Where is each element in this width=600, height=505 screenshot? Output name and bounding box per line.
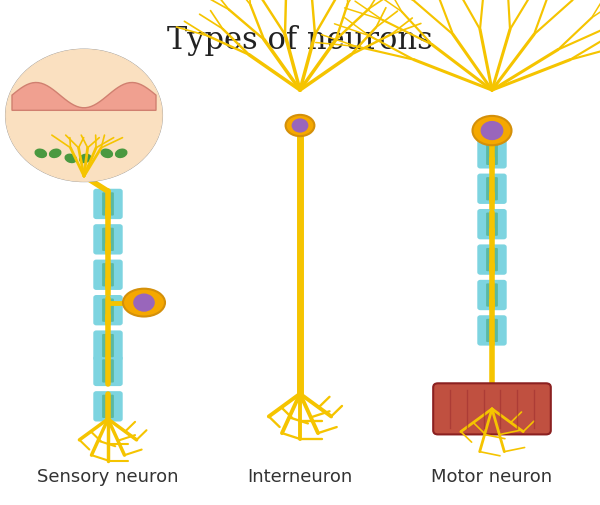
Ellipse shape xyxy=(115,149,128,159)
FancyBboxPatch shape xyxy=(486,178,498,201)
Ellipse shape xyxy=(79,154,92,164)
FancyBboxPatch shape xyxy=(102,395,114,418)
FancyBboxPatch shape xyxy=(478,280,507,311)
Ellipse shape xyxy=(473,117,511,146)
Ellipse shape xyxy=(34,149,47,159)
Polygon shape xyxy=(12,83,156,111)
Ellipse shape xyxy=(49,149,62,159)
Text: Sensory neuron: Sensory neuron xyxy=(37,467,179,485)
FancyBboxPatch shape xyxy=(486,213,498,236)
FancyBboxPatch shape xyxy=(486,284,498,307)
FancyBboxPatch shape xyxy=(486,142,498,166)
Text: Interneuron: Interneuron xyxy=(247,467,353,485)
FancyBboxPatch shape xyxy=(102,299,114,322)
Circle shape xyxy=(292,119,308,133)
Text: Types of neurons: Types of neurons xyxy=(167,25,433,56)
FancyBboxPatch shape xyxy=(102,193,114,216)
Polygon shape xyxy=(6,50,162,182)
FancyBboxPatch shape xyxy=(94,331,123,361)
FancyBboxPatch shape xyxy=(478,174,507,205)
FancyBboxPatch shape xyxy=(102,360,114,383)
FancyBboxPatch shape xyxy=(102,334,114,358)
Circle shape xyxy=(6,50,162,182)
Ellipse shape xyxy=(64,154,77,164)
FancyBboxPatch shape xyxy=(94,189,123,220)
FancyBboxPatch shape xyxy=(478,139,507,169)
FancyBboxPatch shape xyxy=(486,248,498,272)
FancyBboxPatch shape xyxy=(433,384,551,434)
FancyBboxPatch shape xyxy=(478,245,507,275)
FancyBboxPatch shape xyxy=(486,319,498,342)
Text: Motor neuron: Motor neuron xyxy=(431,467,553,485)
FancyBboxPatch shape xyxy=(94,225,123,255)
FancyBboxPatch shape xyxy=(102,228,114,251)
FancyBboxPatch shape xyxy=(94,260,123,290)
FancyBboxPatch shape xyxy=(478,316,507,346)
Circle shape xyxy=(133,294,155,312)
Ellipse shape xyxy=(100,149,113,159)
FancyBboxPatch shape xyxy=(94,356,123,386)
Ellipse shape xyxy=(286,116,314,137)
FancyBboxPatch shape xyxy=(94,295,123,326)
Ellipse shape xyxy=(123,289,165,317)
FancyBboxPatch shape xyxy=(102,264,114,287)
FancyBboxPatch shape xyxy=(478,210,507,240)
FancyBboxPatch shape xyxy=(94,391,123,422)
Circle shape xyxy=(481,122,503,141)
